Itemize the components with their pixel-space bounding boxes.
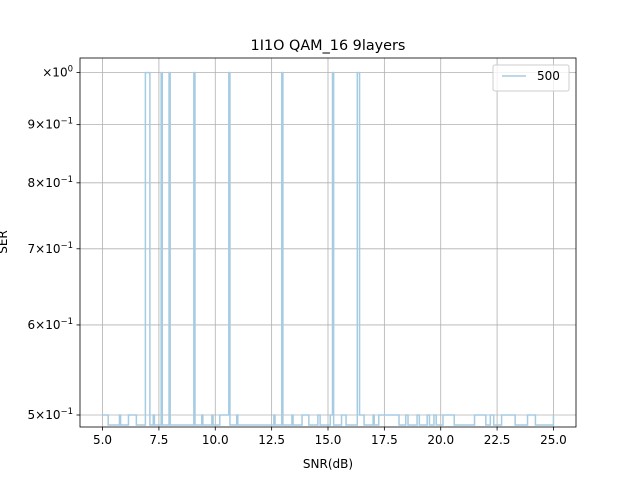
y-tick-label: 7×10−1	[28, 241, 74, 256]
y-tick-label: ×100	[42, 65, 73, 80]
x-tick-label: 15.0	[315, 433, 342, 447]
y-tick-label: 8×10−1	[28, 175, 74, 190]
x-tick-label: 5.0	[93, 433, 112, 447]
x-tick-label: 17.5	[371, 433, 398, 447]
y-tick-label: 6×10−1	[28, 317, 74, 332]
series-layer	[102, 71, 555, 426]
x-tick-label: 20.0	[427, 433, 454, 447]
series-line	[102, 71, 555, 426]
x-axis: 5.0 7.5 10.0 12.5 15.0 17.5 20.0 22.5 25.0	[93, 427, 567, 447]
legend-box	[492, 64, 570, 92]
legend-label: 500	[537, 69, 560, 83]
chart-title: 1I1O QAM_16 9layers	[251, 38, 406, 54]
x-tick-label: 7.5	[149, 433, 168, 447]
legend: 500	[492, 64, 570, 92]
y-axis-label: SER	[0, 230, 10, 254]
x-tick-label: 25.0	[540, 433, 567, 447]
y-tick-label: 5×10−1	[28, 407, 74, 422]
x-tick-label: 22.5	[484, 433, 511, 447]
x-tick-label: 12.5	[258, 433, 285, 447]
y-axis: 5×10−1 6×10−1 7×10−1 8×10−1 9×10−1 ×100	[28, 65, 80, 422]
x-axis-label: SNR(dB)	[303, 457, 353, 471]
y-tick-label: 9×10−1	[28, 117, 74, 132]
x-tick-label: 10.0	[202, 433, 229, 447]
